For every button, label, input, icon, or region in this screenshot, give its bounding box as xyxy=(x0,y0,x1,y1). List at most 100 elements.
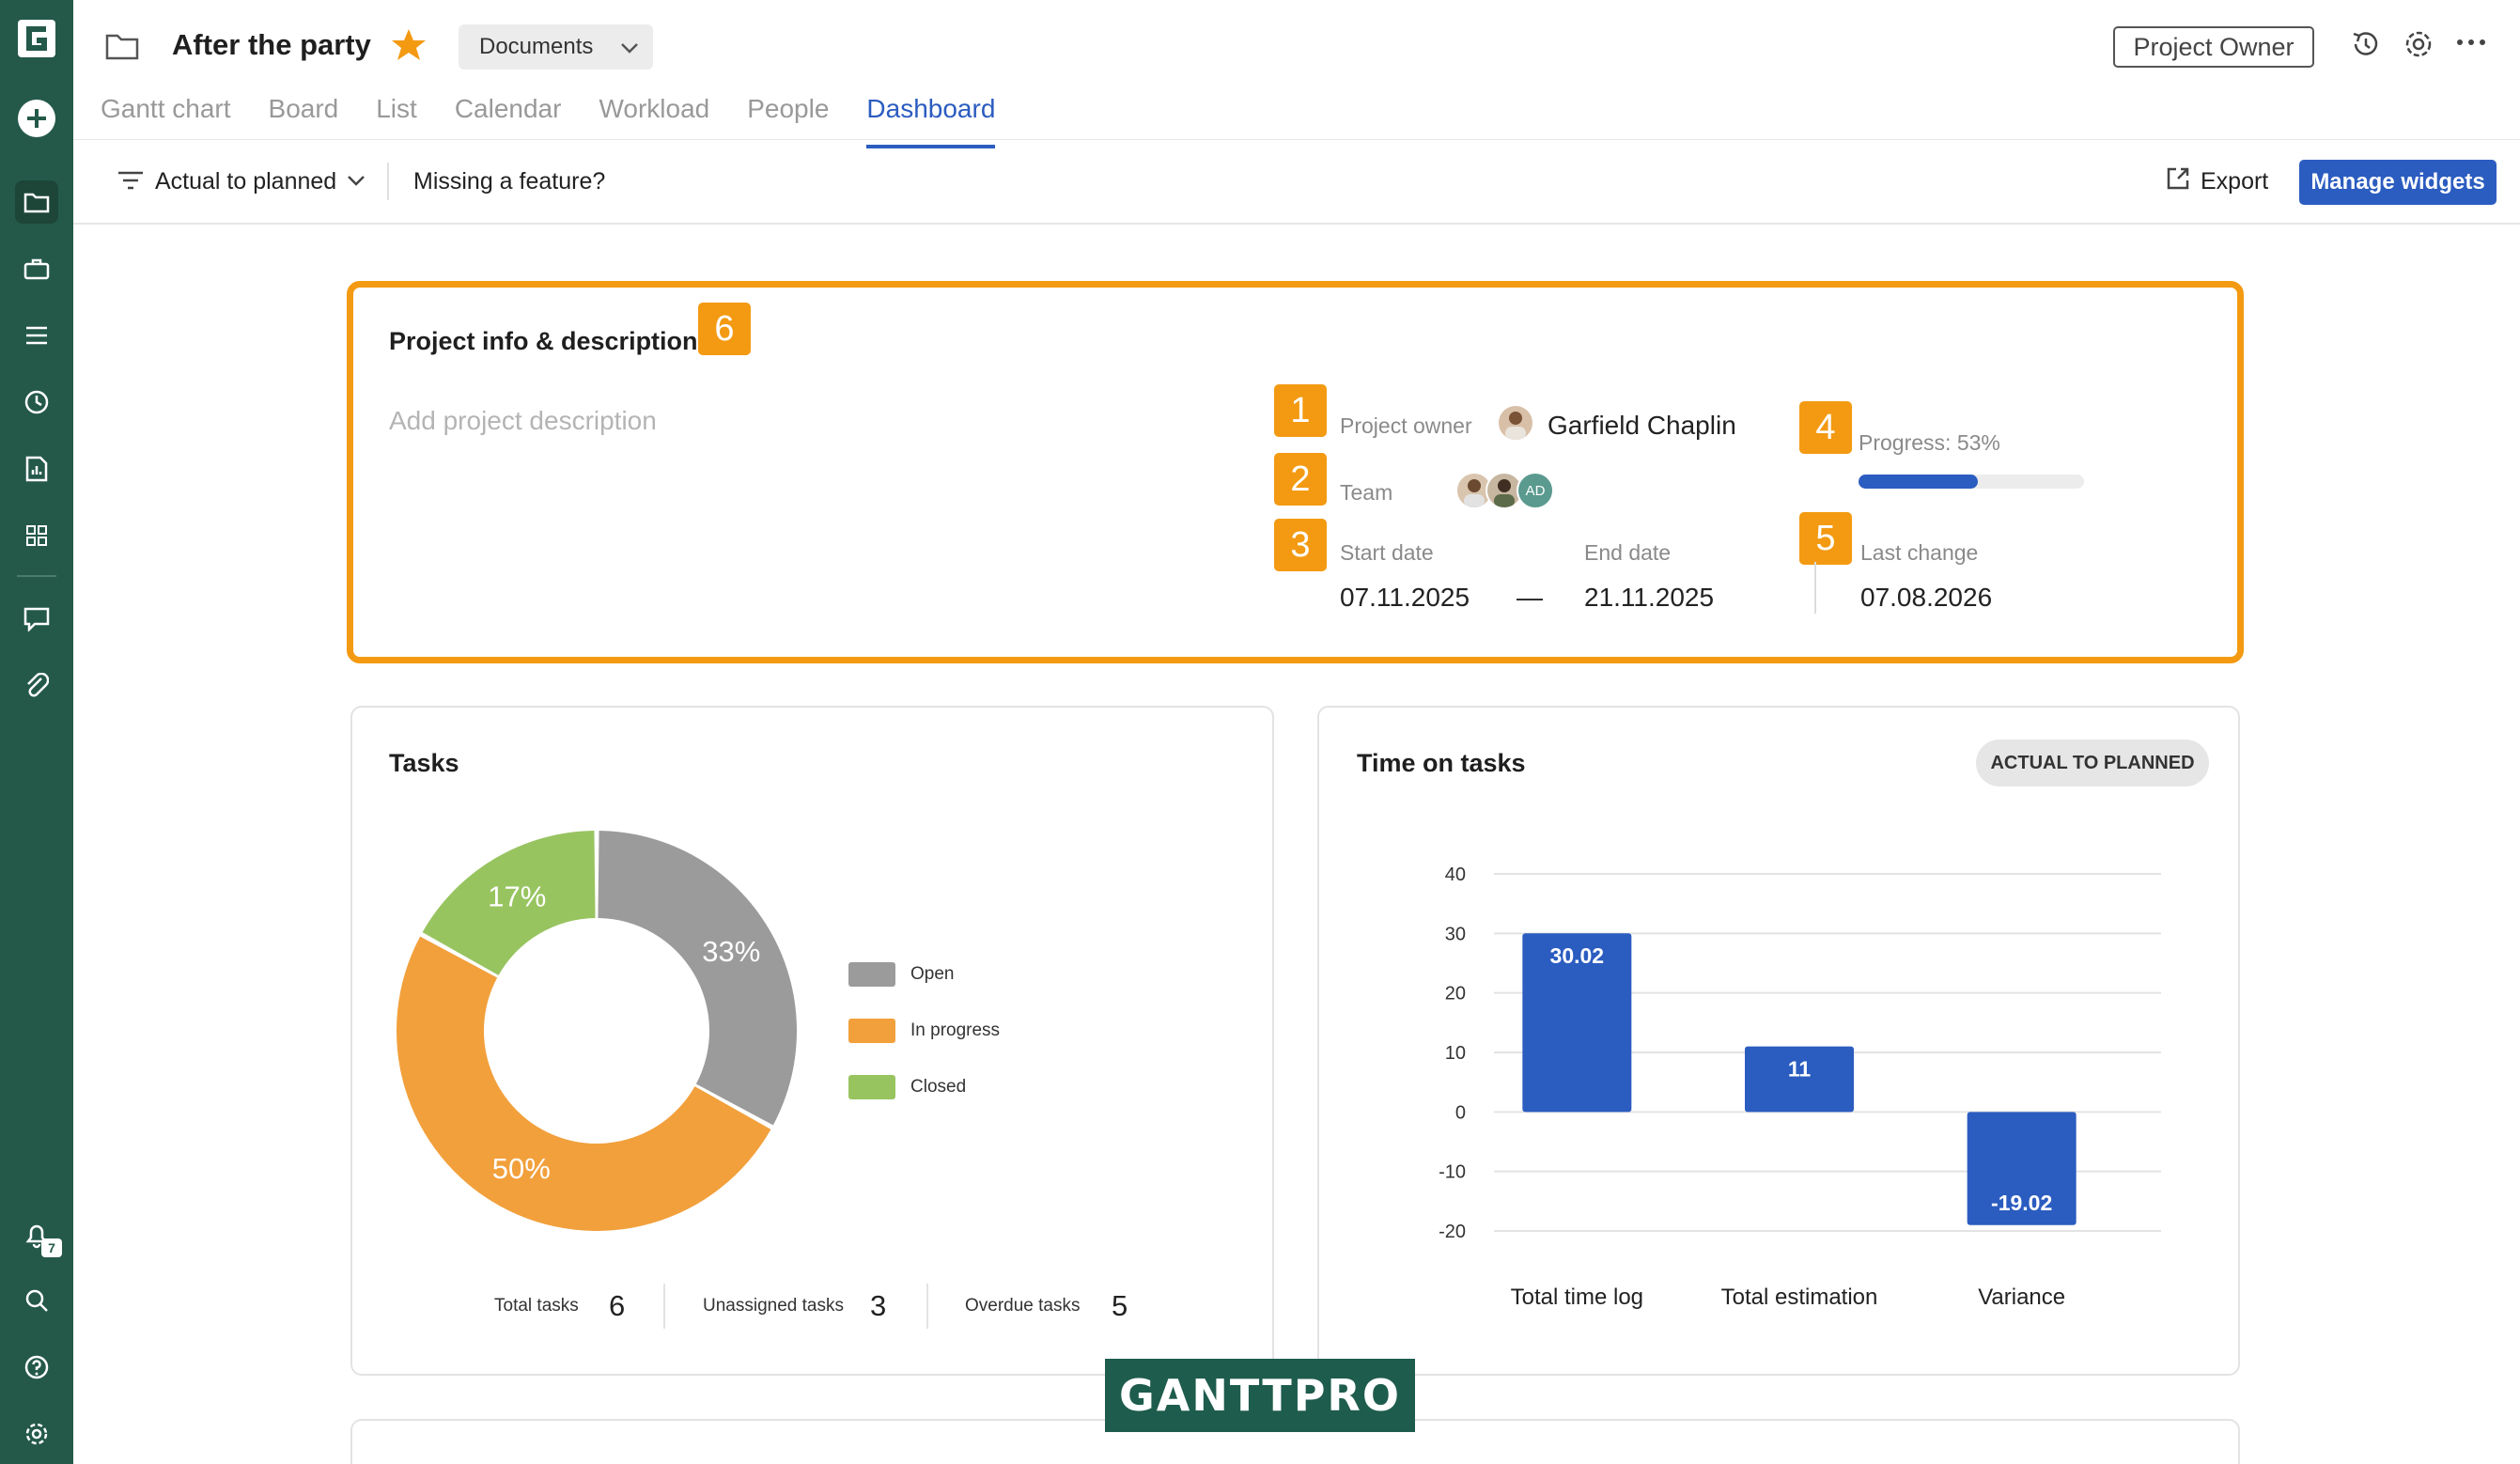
history-icon[interactable] xyxy=(2350,28,2382,65)
donut-slice-label: 50% xyxy=(492,1152,551,1185)
project-info-title: Project info & description xyxy=(389,327,698,355)
unassigned-tasks-value: 3 xyxy=(870,1289,887,1322)
header-divider xyxy=(73,139,2520,140)
time-widget-title: Time on tasks xyxy=(1357,749,1526,777)
donut-slice-in-progress[interactable] xyxy=(396,936,771,1231)
manage-widgets-button[interactable]: Manage widgets xyxy=(2299,160,2497,205)
y-tick-label: 30 xyxy=(1445,924,1466,944)
total-tasks-label: Total tasks xyxy=(494,1296,579,1316)
filter-dropdown-label[interactable]: Actual to planned xyxy=(155,168,337,195)
chevron-down-icon[interactable] xyxy=(346,173,366,193)
view-tabs: Gantt chart Board List Calendar Workload… xyxy=(101,94,1033,148)
progress-bar xyxy=(1859,475,2084,489)
projects-folder-icon[interactable] xyxy=(15,180,58,224)
stat-divider xyxy=(663,1284,665,1329)
y-tick-label: 0 xyxy=(1455,1102,1466,1123)
unassigned-tasks-label: Unassigned tasks xyxy=(703,1296,844,1316)
tasks-widget xyxy=(350,706,1274,1376)
team-member-avatar-initials[interactable]: AD xyxy=(1517,472,1554,509)
tasks-widget-title: Tasks xyxy=(389,749,459,777)
reports-icon[interactable] xyxy=(15,447,58,491)
last-change-value: 07.08.2026 xyxy=(1860,583,1993,612)
project-title: After the party xyxy=(172,28,371,61)
donut-slice-closed[interactable] xyxy=(422,831,596,975)
add-icon[interactable] xyxy=(15,97,58,140)
tab-board[interactable]: Board xyxy=(268,94,339,123)
left-rail: 7 xyxy=(0,0,73,1464)
team-label: Team xyxy=(1340,480,1393,505)
folder-icon xyxy=(105,32,139,65)
attachment-icon[interactable] xyxy=(15,664,58,708)
portfolio-briefcase-icon[interactable] xyxy=(15,247,58,290)
total-tasks-value: 6 xyxy=(609,1289,626,1322)
bar-total-estimation[interactable] xyxy=(1745,1046,1854,1113)
callout-badge-2: 2 xyxy=(1274,453,1327,506)
time-on-tasks-widget xyxy=(1317,706,2240,1376)
apps-grid-icon[interactable] xyxy=(15,514,58,557)
tasks-donut-chart: 33% 50% 17% xyxy=(396,831,797,1231)
bar-variance[interactable] xyxy=(1967,1112,2077,1225)
ganttpro-logo-text: GANTTPRO xyxy=(1119,1370,1401,1421)
last-change-label: Last change xyxy=(1860,540,1979,565)
help-icon[interactable] xyxy=(15,1346,58,1389)
chevron-down-icon xyxy=(619,38,640,64)
search-icon[interactable] xyxy=(15,1279,58,1322)
legend-swatch xyxy=(848,962,895,987)
start-date-value[interactable]: 07.11.2025 xyxy=(1340,583,1470,612)
filter-icon[interactable] xyxy=(117,170,145,195)
donut-slice-open[interactable] xyxy=(598,831,797,1126)
tab-calendar[interactable]: Calendar xyxy=(454,94,562,123)
y-tick-label: 20 xyxy=(1445,984,1466,1005)
stat-divider xyxy=(926,1284,928,1329)
x-category-label: Total estimation xyxy=(1721,1285,1878,1310)
list-icon[interactable] xyxy=(15,314,58,357)
start-date-label: Start date xyxy=(1340,540,1434,565)
tab-dashboard[interactable]: Dashboard xyxy=(866,94,995,148)
x-category-label: Total time log xyxy=(1511,1285,1643,1310)
project-owner-button[interactable]: Project Owner xyxy=(2113,26,2314,68)
settings-gear-icon[interactable] xyxy=(15,1412,58,1456)
project-description-input[interactable]: Add project description xyxy=(389,406,657,435)
project-owner-name: Garfield Chaplin xyxy=(1548,411,1736,440)
legend-label: In progress xyxy=(910,1020,1001,1040)
missing-feature-link[interactable]: Missing a feature? xyxy=(413,168,606,195)
toolbar-divider-line xyxy=(73,223,2520,225)
export-icon[interactable] xyxy=(2165,165,2191,196)
tab-people[interactable]: People xyxy=(747,94,830,123)
info-divider xyxy=(1814,562,1816,614)
y-tick-label: -10 xyxy=(1439,1162,1466,1183)
bar-value-label: 11 xyxy=(1788,1057,1812,1082)
tab-gantt-chart[interactable]: Gantt chart xyxy=(101,94,231,123)
y-tick-label: 40 xyxy=(1445,864,1466,885)
owner-avatar[interactable] xyxy=(1497,404,1534,442)
more-options-icon[interactable] xyxy=(2455,36,2487,53)
clock-icon[interactable] xyxy=(15,381,58,424)
team-member-avatar[interactable] xyxy=(1455,472,1493,509)
callout-badge-5: 5 xyxy=(1799,512,1852,565)
actual-to-planned-pill[interactable]: ACTUAL TO PLANNED xyxy=(1976,740,2209,787)
callout-badge-6: 6 xyxy=(698,303,751,355)
y-tick-label: 10 xyxy=(1445,1043,1466,1064)
bar-total-time-log[interactable] xyxy=(1522,933,1632,1113)
donut-slice-label: 33% xyxy=(702,935,760,968)
callout-badge-4: 4 xyxy=(1799,401,1852,454)
notification-count-badge: 7 xyxy=(41,1238,62,1257)
toolbar-divider xyxy=(387,163,389,200)
legend-swatch xyxy=(848,1075,895,1099)
project-settings-gear-icon[interactable] xyxy=(2403,28,2434,65)
end-date-value[interactable]: 21.11.2025 xyxy=(1584,583,1715,612)
favorite-star-icon[interactable] xyxy=(391,28,427,67)
export-button[interactable]: Export xyxy=(2201,168,2269,195)
tab-list[interactable]: List xyxy=(376,94,417,123)
donut-slice-label: 17% xyxy=(488,880,546,913)
tab-workload[interactable]: Workload xyxy=(599,94,710,123)
documents-dropdown[interactable]: Documents xyxy=(459,24,653,70)
ganttpro-logo: GANTTPRO xyxy=(1105,1359,1415,1432)
progress-label: Progress: 53% xyxy=(1859,430,2000,455)
legend-label: Open xyxy=(910,964,955,984)
chat-icon[interactable] xyxy=(15,598,58,641)
bar-value-label: 30.02 xyxy=(1550,943,1605,968)
bell-icon[interactable] xyxy=(15,1214,58,1257)
callout-badge-1: 1 xyxy=(1274,384,1327,437)
ganttpro-logo-icon[interactable] xyxy=(15,17,58,60)
